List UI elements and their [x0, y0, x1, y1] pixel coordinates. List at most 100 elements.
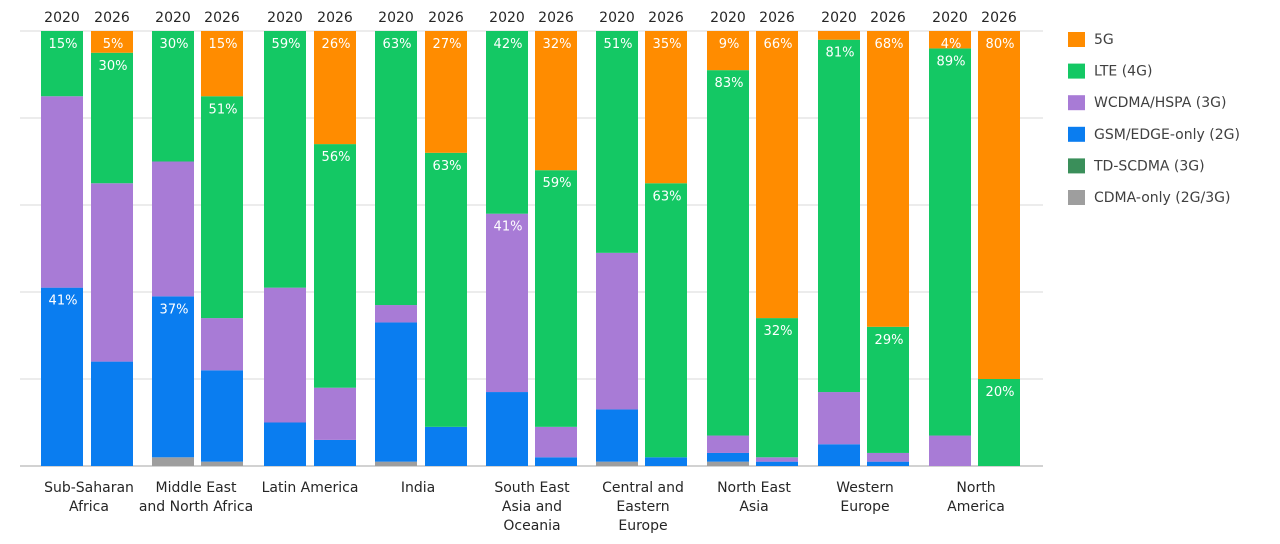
data-label-lte-4g: 63% [653, 189, 682, 204]
bar-segment-lte-4g [867, 326, 909, 453]
bar-segment-5g [91, 31, 133, 53]
region-label-line: Western [836, 480, 893, 496]
region-label-north-america: North America [947, 480, 1005, 515]
data-label-lte-4g: 83% [715, 76, 744, 91]
bar-segment-lte-4g [756, 318, 798, 458]
bar-segment-lte-4g [375, 31, 417, 306]
data-label-lte-4g: 63% [433, 159, 462, 174]
bar-segment-wcdma-hspa-3g [152, 161, 194, 297]
region-label-middle-east-and-north-africa: Middle East and North Africa [139, 480, 253, 515]
year-label: 2026 [538, 10, 574, 26]
data-label-lte-4g: 30% [160, 37, 189, 52]
data-label-gsm-edge-only-2g: 37% [160, 302, 189, 317]
bar-segment-lte-4g [91, 52, 133, 184]
bar-segment-gsm-edge-only-2g [486, 392, 528, 466]
year-label: 2020 [932, 10, 968, 26]
data-label-gsm-edge-only-2g: 41% [49, 294, 78, 309]
region-label-line: Europe [618, 518, 667, 534]
bar-segment-5g [707, 31, 749, 71]
data-label-lte-4g: 51% [209, 102, 238, 117]
bar-segment-gsm-edge-only-2g [535, 457, 577, 466]
region-label-line: North East [717, 480, 791, 496]
bar-segment-gsm-edge-only-2g [41, 287, 83, 466]
data-label-lte-4g: 59% [543, 176, 572, 191]
bar-segment-lte-4g [264, 31, 306, 288]
bar-segment-cdma-only-2g-3g [201, 461, 243, 466]
data-label-lte-4g: 89% [937, 54, 966, 69]
bar-segment-gsm-edge-only-2g [818, 444, 860, 466]
legend-label-wcdma-hspa-3g: WCDMA/HSPA (3G) [1094, 95, 1226, 111]
bar-segment-5g [978, 31, 1020, 379]
bar-segment-gsm-edge-only-2g [707, 452, 749, 462]
bar-segment-wcdma-hspa-3g [201, 318, 243, 371]
year-label: 2020 [821, 10, 857, 26]
data-label-5g: 5% [103, 37, 124, 52]
bar-segment-5g [425, 31, 467, 153]
data-label-lte-4g: 56% [322, 150, 351, 165]
year-label: 2026 [428, 10, 464, 26]
bar-segment-5g [535, 31, 577, 171]
bar-segment-cdma-only-2g-3g [596, 461, 638, 466]
bar-segment-gsm-edge-only-2g [375, 322, 417, 462]
region-label-line: Asia [739, 499, 768, 515]
bar-segment-gsm-edge-only-2g [91, 361, 133, 466]
bar-segment-lte-4g [314, 144, 356, 388]
region-label-sub-saharan-africa: Sub-Saharan Africa [44, 480, 134, 515]
year-label: 2026 [648, 10, 684, 26]
data-label-5g: 26% [322, 37, 351, 52]
bar-segment-wcdma-hspa-3g [264, 287, 306, 423]
bar-segment-5g [867, 31, 909, 327]
region-label-india: India [401, 480, 435, 496]
region-label-line: Latin America [262, 480, 359, 496]
legend-swatch-5g [1068, 32, 1085, 47]
data-label-lte-4g: 30% [99, 59, 128, 74]
data-label-lte-4g: 51% [604, 37, 633, 52]
legend-swatch-cdma-only-2g-3g [1068, 190, 1085, 205]
year-label: 2026 [317, 10, 353, 26]
region-label-line: America [947, 499, 1005, 515]
region-label-south-east-asia-and-oceania: South East Asia and Oceania [494, 480, 570, 534]
year-label: 2026 [759, 10, 795, 26]
bar-segment-wcdma-hspa-3g [375, 305, 417, 323]
legend-swatch-wcdma-hspa-3g [1068, 95, 1085, 111]
region-label-western-europe: Western Europe [836, 480, 893, 515]
legend-label-gsm-edge-only-2g: GSM/EDGE-only (2G) [1094, 127, 1240, 143]
bar-segment-lte-4g [486, 31, 528, 214]
data-label-5g: 68% [875, 37, 904, 52]
bar-segment-gsm-edge-only-2g [867, 461, 909, 466]
bar-segment-cdma-only-2g-3g [152, 457, 194, 466]
bar-segment-lte-4g [929, 48, 971, 436]
region-label-line: Africa [69, 499, 109, 515]
year-label: 2020 [599, 10, 635, 26]
bar-segment-lte-4g [201, 96, 243, 319]
bar-segment-lte-4g [596, 31, 638, 253]
bar-segment-5g [756, 31, 798, 319]
bar-segment-wcdma-hspa-3g [41, 96, 83, 288]
region-label-line: Europe [840, 499, 889, 515]
bar-segment-lte-4g [152, 31, 194, 162]
bar-segment-gsm-edge-only-2g [264, 422, 306, 466]
data-label-lte-4g: 59% [272, 37, 301, 52]
bar-segment-gsm-edge-only-2g [756, 461, 798, 466]
bar-segment-5g [645, 31, 687, 184]
bar-segment-cdma-only-2g-3g [375, 461, 417, 466]
year-label: 2026 [204, 10, 240, 26]
bar-segment-wcdma-hspa-3g [818, 392, 860, 445]
bar-segment-gsm-edge-only-2g [314, 439, 356, 466]
year-label: 2020 [710, 10, 746, 26]
data-label-lte-4g: 29% [875, 333, 904, 348]
year-labels-group: 2020 2026 2020 2026 2020 2026 2020 2026 2020 2026… [44, 10, 1017, 26]
year-label: 2026 [981, 10, 1017, 26]
data-label-wcdma-hspa-3g: 41% [494, 220, 523, 235]
bar-segment-wcdma-hspa-3g [929, 435, 971, 466]
legend-label-td-scdma-3g: TD-SCDMA (3G) [1093, 158, 1205, 174]
data-label-5g: 15% [209, 37, 238, 52]
region-label-north-east-asia: North East Asia [717, 480, 791, 515]
bar-segment-wcdma-hspa-3g [535, 426, 577, 458]
bar-segment-wcdma-hspa-3g [486, 213, 528, 393]
bar-segment-5g [201, 31, 243, 97]
region-labels-group: Sub-Saharan Africa Middle East and North Af… [44, 480, 1005, 534]
bar-segment-lte-4g [425, 152, 467, 427]
bar-segment-cdma-only-2g-3g [707, 461, 749, 466]
year-label: 2020 [378, 10, 414, 26]
